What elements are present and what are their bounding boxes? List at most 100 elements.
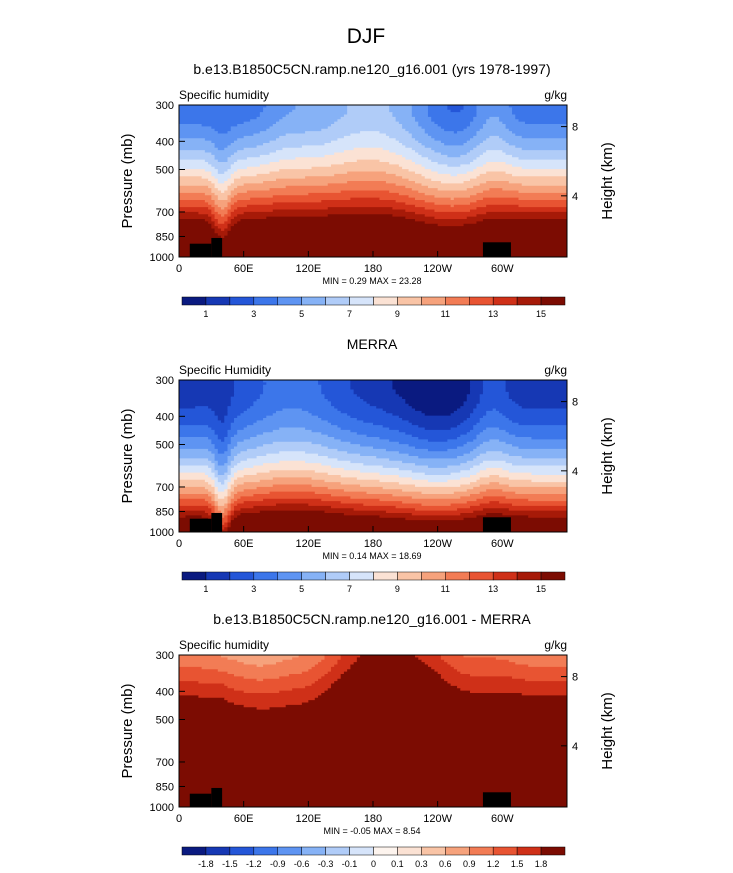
contour-cell <box>447 681 568 684</box>
contour-cell <box>214 230 228 234</box>
colorbar-swatch <box>181 296 207 306</box>
colorbar-label: 0.3 <box>415 859 428 869</box>
contour-cell <box>340 427 390 431</box>
contour-cell <box>373 446 416 450</box>
contour-cell <box>463 128 481 132</box>
contour-cell <box>440 674 471 677</box>
contour-cell <box>415 150 435 153</box>
contour-cell <box>476 479 532 483</box>
contour-cell <box>479 128 510 132</box>
contour-cell <box>259 154 325 158</box>
contour-cell <box>314 664 335 668</box>
contour-cell <box>214 456 228 459</box>
pressure-tick-label: 300 <box>156 100 174 112</box>
contour-cell <box>515 116 568 120</box>
contour-cell <box>179 484 212 488</box>
contour-cell <box>379 515 477 519</box>
contour-cell <box>479 444 513 447</box>
contour-cell <box>431 159 474 163</box>
contour-cell <box>457 456 477 459</box>
colorbar-swatch <box>540 571 566 581</box>
contour-cell <box>179 124 203 127</box>
contour-cell <box>217 524 228 528</box>
contour-cell <box>227 456 235 459</box>
pressure-tick-label: 500 <box>156 714 174 726</box>
contour-cell <box>447 448 474 452</box>
contour-cell <box>221 420 225 424</box>
contour-cell <box>243 489 345 493</box>
contour-cell <box>204 159 219 163</box>
contour-cell <box>363 503 422 507</box>
contour-cell <box>476 472 532 476</box>
contour-cell <box>263 678 319 682</box>
contour-cell <box>473 119 487 123</box>
contour-cell <box>233 418 264 421</box>
contour-cell <box>489 475 500 478</box>
contour-cell <box>379 479 429 483</box>
contour-cell <box>230 192 238 196</box>
contour-cell <box>224 415 238 419</box>
contour-cell <box>179 697 225 701</box>
contour-cell <box>308 669 332 673</box>
contour-cell <box>479 432 510 436</box>
contour-cell <box>217 171 225 175</box>
contour-cell <box>321 389 354 393</box>
contour-cell <box>453 410 474 414</box>
contour-cell <box>295 107 348 111</box>
contour-cell <box>179 228 215 232</box>
contour-cell <box>463 444 481 447</box>
contour-cell <box>227 230 568 234</box>
contour-cell <box>179 738 568 741</box>
contour-cell <box>486 181 510 184</box>
contour-cell <box>214 166 232 170</box>
contour-cell <box>499 135 523 139</box>
contour-cell <box>230 166 248 170</box>
contour-cell <box>318 678 338 682</box>
contour-cell <box>279 451 306 455</box>
contour-cell <box>476 105 510 108</box>
contour-cell <box>214 185 228 189</box>
contour-cell <box>227 157 248 161</box>
contour-cell <box>230 207 238 210</box>
contour-cell <box>253 422 332 426</box>
contour-cell <box>179 235 222 239</box>
contour-cell <box>179 164 212 168</box>
contour-cell <box>476 456 523 459</box>
contour-cell <box>217 221 225 225</box>
pressure-tick-label: 850 <box>156 781 174 793</box>
contour-cell <box>227 501 232 504</box>
contour-cell <box>246 204 416 208</box>
contour-cell <box>505 140 568 144</box>
contour-cell <box>508 396 568 400</box>
contour-cell <box>473 116 490 120</box>
contour-cell <box>230 484 238 488</box>
contour-cell <box>179 662 245 665</box>
contour-cell <box>221 228 225 232</box>
contour-cell <box>482 429 506 433</box>
contour-cell <box>463 181 487 184</box>
contour-cell <box>217 204 228 208</box>
contour-cell <box>408 131 426 134</box>
contour-cell <box>415 162 439 165</box>
contour-cell <box>460 164 484 168</box>
contour-cell <box>179 181 212 184</box>
contour-cell <box>233 223 439 227</box>
contour-cell <box>470 391 484 395</box>
contour-cell <box>179 425 209 428</box>
contour-cell <box>470 505 568 509</box>
contour-cell <box>382 465 429 469</box>
contour-cell <box>392 494 471 497</box>
contour-cell <box>463 105 477 108</box>
topography-block <box>482 517 511 532</box>
contour-cell <box>179 489 209 493</box>
contour-cell <box>389 109 413 113</box>
contour-cell <box>337 662 354 665</box>
lon-tick-label: 120E <box>295 538 321 550</box>
contour-cell <box>298 655 325 658</box>
contour-cell <box>233 508 241 512</box>
contour-cell <box>233 391 264 395</box>
contour-cell <box>421 164 448 168</box>
colorbar-swatch <box>277 296 302 306</box>
contour-cell <box>179 138 206 142</box>
contour-cell <box>179 491 212 495</box>
